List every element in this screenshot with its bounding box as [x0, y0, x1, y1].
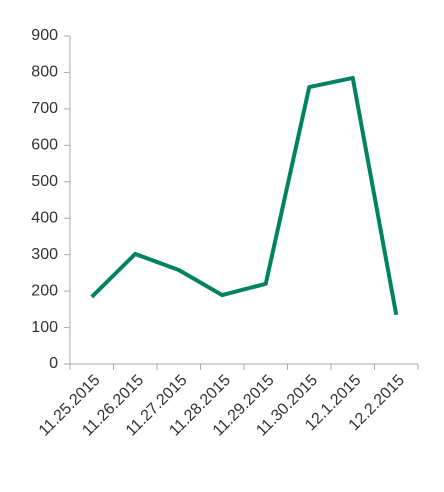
y-tick-label: 100: [31, 319, 58, 336]
y-tick-label: 700: [31, 100, 58, 117]
y-tick-label: 800: [31, 64, 58, 81]
y-tick-label: 400: [31, 209, 58, 226]
y-tick-label: 0: [49, 355, 58, 372]
y-tick-label: 500: [31, 173, 58, 190]
y-tick-label: 900: [31, 27, 58, 44]
y-tick-label: 300: [31, 246, 58, 263]
data-line: [90, 75, 399, 316]
y-tick-label: 200: [31, 282, 58, 299]
y-tick-label: 600: [31, 137, 58, 154]
